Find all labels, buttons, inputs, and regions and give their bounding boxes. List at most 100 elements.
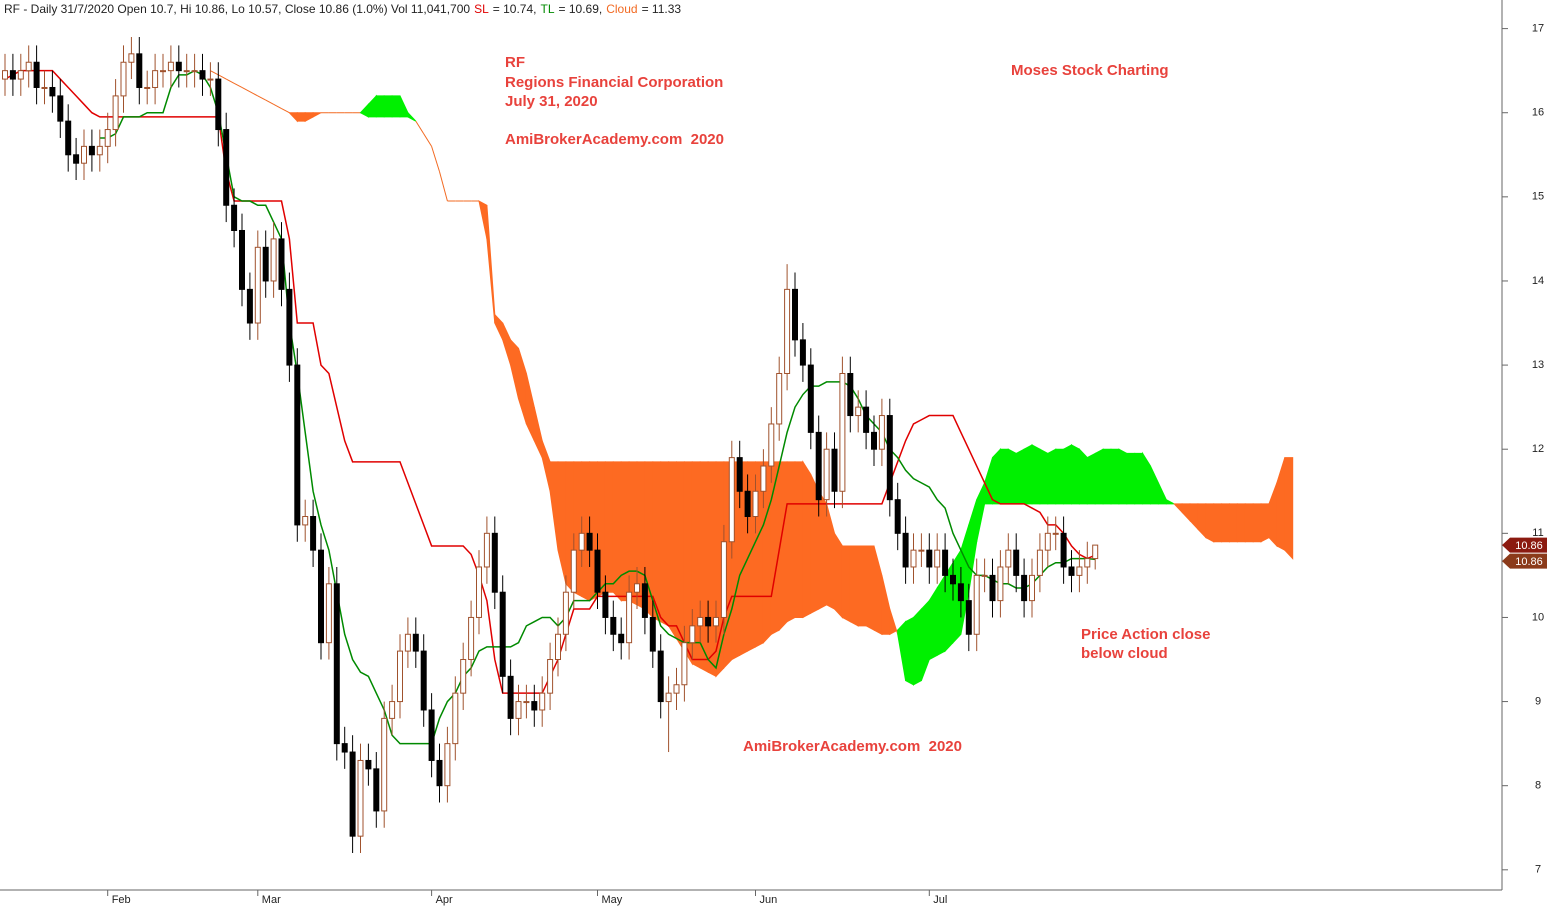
candle-body xyxy=(657,650,664,703)
candle-body xyxy=(997,566,1004,602)
candle-body xyxy=(713,616,719,627)
y-tick-label: 7 xyxy=(1535,864,1541,876)
candle-body xyxy=(294,364,301,526)
candle-body xyxy=(420,650,427,711)
candle-body xyxy=(318,549,324,644)
candle-body xyxy=(744,490,751,518)
cloud-segment xyxy=(1252,503,1262,543)
candle-body xyxy=(768,423,775,467)
cloud-segment xyxy=(905,616,914,686)
y-tick-label: 14 xyxy=(1532,275,1544,287)
cloud-segment xyxy=(620,461,630,602)
cloud-segment xyxy=(849,545,859,627)
cloud-segment xyxy=(1055,448,1065,505)
candle-body xyxy=(839,372,846,492)
x-tick-label: Jul xyxy=(933,894,947,906)
y-tick-label: 13 xyxy=(1532,359,1544,371)
candle-body xyxy=(1005,549,1012,568)
candle-body xyxy=(1092,544,1099,560)
candle-body xyxy=(349,751,356,837)
y-tick-label: 11 xyxy=(1532,527,1543,539)
price-tag xyxy=(1502,537,1547,553)
cloud-segment xyxy=(992,447,1001,505)
candle-body xyxy=(641,583,648,618)
cloud-segment xyxy=(1047,448,1057,505)
candle-body xyxy=(1068,566,1075,576)
cloud-segment xyxy=(375,95,385,118)
candle-body xyxy=(167,61,174,72)
candle-body xyxy=(136,53,143,88)
header: RF - Daily 31/7/2020 Open 10.7, Hi 10.86… xyxy=(4,2,681,16)
legend-sl-value: = 10.74, xyxy=(493,2,537,16)
cloud-segment xyxy=(1205,503,1215,543)
cloud-segment xyxy=(936,573,946,657)
annotation: AmiBrokerAcademy.com 2020 xyxy=(505,131,724,148)
cloud-segment xyxy=(1110,448,1120,505)
cloud-segment xyxy=(786,461,796,623)
candle-body xyxy=(1084,558,1091,568)
y-tick-label: 9 xyxy=(1535,695,1541,707)
candle-body xyxy=(96,145,103,156)
candle-body xyxy=(586,532,593,551)
candle-body xyxy=(736,457,743,492)
cloud-segment xyxy=(1078,447,1088,505)
candle-body xyxy=(1044,532,1051,551)
candle-body xyxy=(428,709,435,761)
candle-body xyxy=(491,532,498,593)
cloud-segment xyxy=(999,448,1009,505)
cloud-segment xyxy=(1126,452,1136,505)
candle-body xyxy=(302,516,309,526)
candle-body xyxy=(310,516,317,551)
cloud-segment xyxy=(668,461,677,641)
candle-body xyxy=(223,129,230,206)
candle-layer xyxy=(2,37,1099,853)
legend-tl-value: = 10.69, xyxy=(559,2,603,16)
x-tick-label: Mar xyxy=(262,894,281,906)
candle-body xyxy=(752,490,759,518)
cloud-segment xyxy=(834,531,843,619)
candle-body xyxy=(918,549,925,552)
candle-body xyxy=(784,288,791,374)
candle-body xyxy=(436,759,443,787)
cloud-segment xyxy=(1244,503,1254,543)
cloud-segment xyxy=(1229,503,1238,543)
candle-body xyxy=(183,70,190,73)
candle-body xyxy=(934,549,941,568)
annotation: Moses Stock Charting xyxy=(1011,62,1169,79)
candle-body xyxy=(1036,549,1043,576)
candle-body xyxy=(965,600,972,635)
candle-body xyxy=(705,616,712,627)
annotation: RF xyxy=(505,54,525,71)
candle-body xyxy=(33,61,40,88)
candle-body xyxy=(618,633,625,644)
candle-body xyxy=(626,591,633,644)
cloud-segment xyxy=(296,112,306,122)
candle-body xyxy=(152,70,159,88)
cloud-segment xyxy=(865,545,875,631)
candle-body xyxy=(973,574,980,635)
candle-body xyxy=(562,591,569,635)
cloud-segment xyxy=(1086,452,1096,505)
cloud-segment xyxy=(1165,498,1175,505)
y-tick-label: 8 xyxy=(1535,780,1541,792)
cloud-segment xyxy=(1118,448,1128,505)
candle-body xyxy=(602,591,609,618)
candle-body xyxy=(815,431,822,501)
candle-body xyxy=(1052,532,1059,535)
candle-body xyxy=(191,70,198,73)
candle-body xyxy=(634,583,640,593)
candle-body xyxy=(720,541,727,618)
candle-body xyxy=(246,288,253,324)
candle-body xyxy=(199,70,206,80)
candle-body xyxy=(128,53,135,63)
candle-body xyxy=(799,339,806,366)
candle-body xyxy=(886,415,893,501)
candle-body xyxy=(1021,574,1028,602)
candle-body xyxy=(175,61,182,72)
x-tick-label: Jun xyxy=(760,894,778,906)
cloud-segment xyxy=(676,461,685,653)
cloud-segment xyxy=(1221,503,1230,543)
candle-body xyxy=(894,499,901,534)
